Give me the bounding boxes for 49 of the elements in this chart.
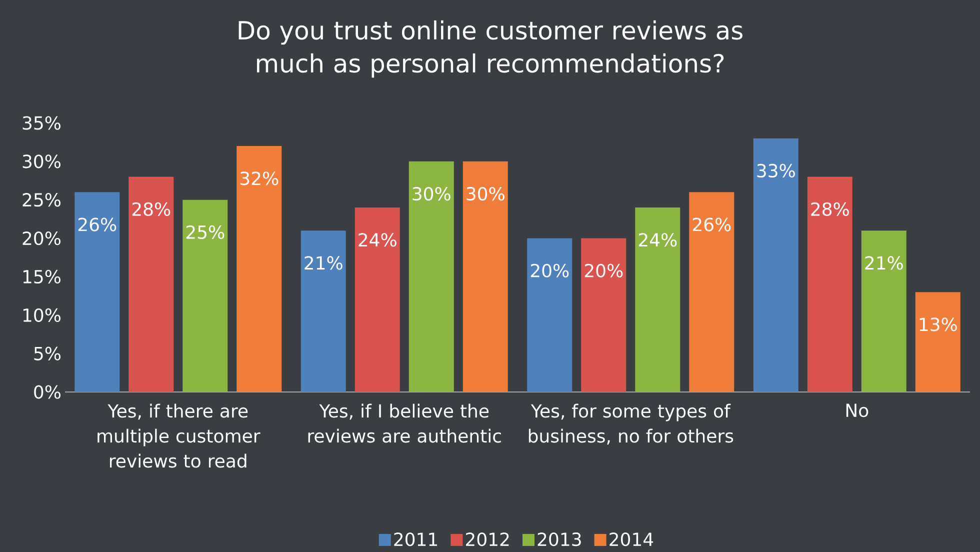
x-tick-label: Yes, if I believe the reviews are authentic [308,404,501,443]
x-tick-label: Yes, if there are multiple customer reviews to read [98,404,260,468]
data-label: 20% [530,264,569,278]
bar [300,230,346,392]
bar [236,146,282,392]
data-label: 21% [304,256,342,270]
bar [74,192,120,392]
data-label: 26% [78,218,116,232]
bar [527,238,572,392]
data-label: 24% [638,233,677,247]
bar [581,238,626,392]
legend-label: 2011 [394,532,438,546]
y-tick-label: 25% [22,193,60,207]
data-label: 33% [757,164,795,178]
data-label: 21% [865,256,903,270]
chart-title: Do you trust online customer reviews as much as personal recommendations? [238,20,742,78]
bar [462,161,508,392]
bar [182,200,228,392]
y-tick-label: 35% [22,116,60,130]
x-tick-label: Yes, for some types of business, no for others [528,404,734,445]
y-tick-label: 20% [22,231,60,246]
data-label: 20% [584,264,623,278]
bar [807,176,852,392]
y-tick-label: 10% [23,308,60,322]
legend-label: 2013 [538,532,581,546]
bar [354,208,400,392]
bar [689,192,734,392]
y-tick-label: 30% [22,154,60,168]
data-label: 28% [811,202,849,216]
bar [635,208,680,392]
data-label: 24% [358,233,396,247]
legend-label: 2012 [466,532,509,546]
y-tick-label: 0% [34,385,60,399]
data-label: 26% [692,218,731,232]
bar [861,230,906,392]
data-label: 13% [920,318,957,332]
bar [128,176,174,392]
x-tick-label: No [846,404,868,418]
data-label: 30% [466,186,504,201]
data-label: 25% [186,225,224,239]
data-label: 32% [240,172,278,186]
data-label: 28% [132,202,170,216]
data-label: 30% [412,186,450,201]
bar [753,138,798,392]
legend-label: 2014 [610,532,654,546]
bar [915,292,960,392]
y-tick-label: 15% [23,270,60,284]
bar [408,161,454,392]
y-tick-label: 5% [34,346,60,360]
